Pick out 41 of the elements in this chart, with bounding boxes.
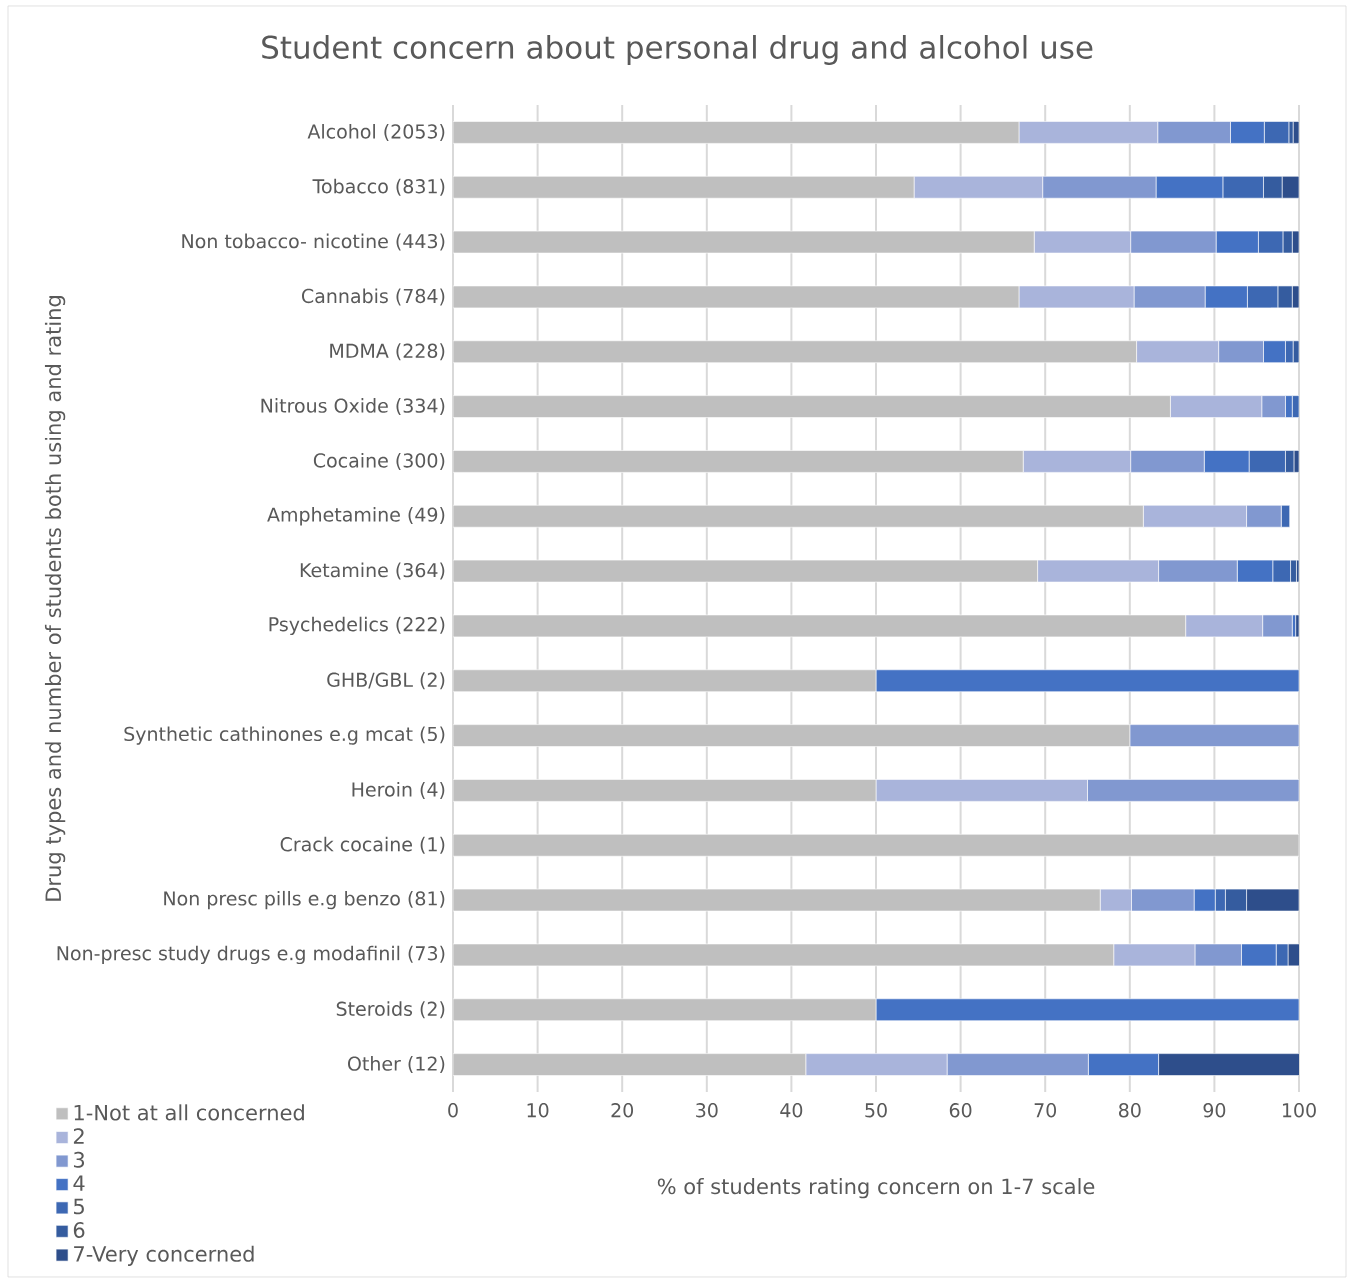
y-tick-label: Ketamine (364) <box>300 562 445 580</box>
legend-label: 1-Not at all concerned <box>74 1104 304 1121</box>
x-tick-label: 20 <box>611 1103 634 1118</box>
x-tick-label: 0 <box>448 1103 458 1118</box>
y-tick-label: MDMA (228) <box>330 343 445 361</box>
y-tick-label: Steroids (2) <box>336 1001 445 1019</box>
y-tick-label: GHB/GBL (2) <box>327 672 445 690</box>
legend-label: 6 <box>73 1222 85 1238</box>
legend-label: 2 <box>73 1128 84 1144</box>
y-tick-label: Cannabis (784) <box>302 288 445 306</box>
x-tick-label: 10 <box>527 1103 549 1118</box>
y-axis-title: Drug types and number of students both using and rating <box>44 296 66 901</box>
legend-label: 3 <box>73 1151 85 1168</box>
x-tick-label: 50 <box>865 1103 887 1118</box>
y-tick-label: Cocaine (300) <box>313 452 445 470</box>
bar <box>1158 1053 1299 1076</box>
bar <box>453 833 1299 857</box>
x-tick-label: 90 <box>1203 1103 1226 1118</box>
y-tick-label: Other (12) <box>348 1056 445 1074</box>
y-tick-label: Heroin (4) <box>352 781 445 799</box>
y-tick-label: Non presc pills e.g benzo (81) <box>164 890 445 910</box>
y-tick-label: Tobacco (831) <box>312 178 445 196</box>
y-tick-label: Non tobacco- nicotine (443) <box>182 233 445 251</box>
x-tick-label: 60 <box>949 1103 972 1118</box>
y-tick-label: Psychedelics (222) <box>269 616 445 636</box>
legend-label: 5 <box>74 1198 84 1215</box>
x-tick-label: 40 <box>780 1103 803 1118</box>
legend-label: 7-Very concerned <box>74 1245 254 1266</box>
y-tick-label: Synthetic cathinones e.g mcat (5) <box>124 726 445 745</box>
legend-label: 4 <box>73 1175 85 1191</box>
y-tick-label: Crack cocaine (1) <box>280 836 445 854</box>
chart-title: Student concern about personal drug and alcohol use <box>262 34 1093 65</box>
y-tick-label: Nitrous Oxide (334) <box>261 398 445 416</box>
x-tick-label: 80 <box>1119 1103 1141 1118</box>
y-tick-label: Amphetamine (49) <box>267 507 445 526</box>
y-tick-label: Alcohol (2053) <box>307 123 445 141</box>
x-axis-title: % of students rating concern on 1-7 scale <box>657 1178 1095 1199</box>
x-tick-label: 70 <box>1034 1103 1057 1118</box>
x-tick-label: 30 <box>696 1103 718 1118</box>
x-tick-label: 100 <box>1282 1103 1316 1118</box>
y-tick-label: Non-presc study drugs e.g modafinil (73) <box>57 945 445 965</box>
